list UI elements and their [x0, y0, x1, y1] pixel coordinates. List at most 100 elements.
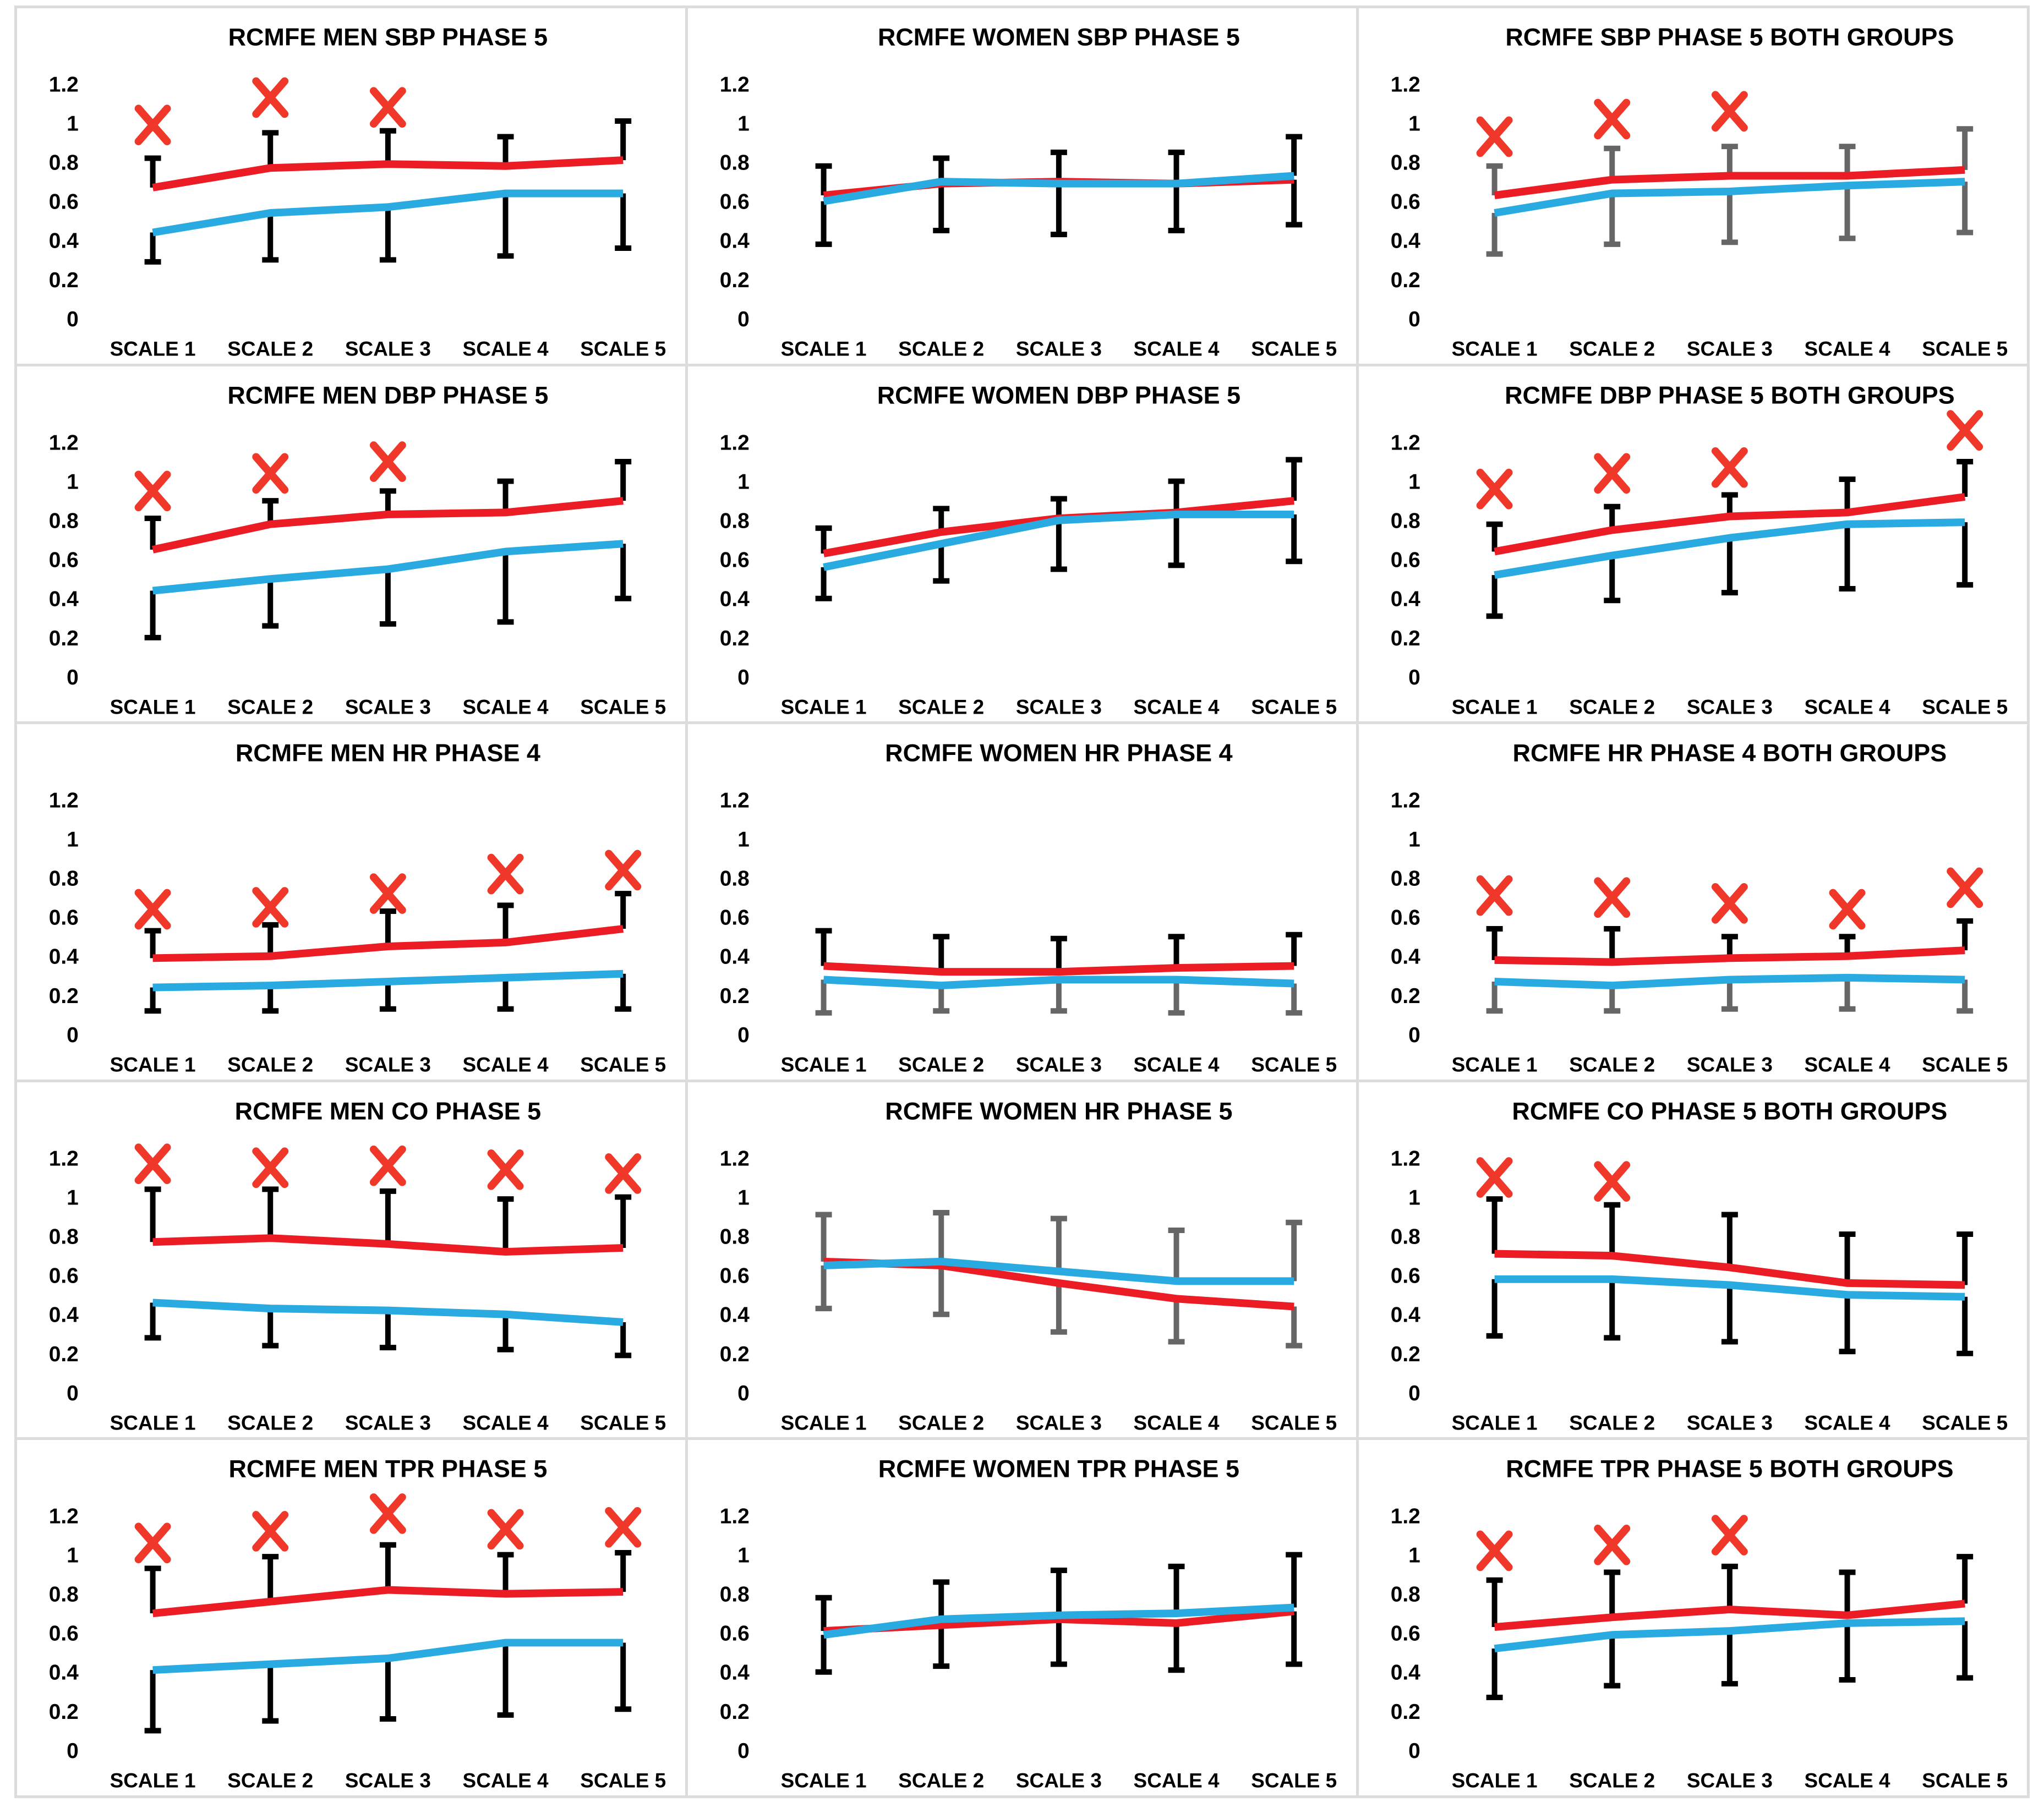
error-bar-upper [379, 908, 396, 947]
significance-x-marker [369, 87, 406, 128]
error-bar-lower [1050, 1619, 1067, 1667]
error-bar-lower [1168, 514, 1185, 568]
x-axis-label: SCALE 1 [781, 338, 867, 360]
x-axis-label: SCALE 5 [580, 1411, 666, 1434]
chart-title: RCMFE WOMEN HR PHASE 4 [885, 739, 1232, 767]
x-axis-label: SCALE 2 [898, 1770, 984, 1792]
error-bar-upper [1286, 1219, 1303, 1281]
x-axis-label: SCALE 3 [1016, 1054, 1102, 1076]
y-axis-tick: 0.8 [720, 509, 750, 533]
error-bar-upper [933, 1579, 950, 1620]
blue-series-line [152, 189, 624, 237]
blue-series-line [1494, 518, 1965, 579]
x-axis-label: SCALE 5 [580, 338, 666, 360]
y-axis-tick: 1.2 [1391, 1505, 1420, 1529]
x-axis-label: SCALE 3 [345, 338, 431, 360]
x-axis-label: SCALE 3 [345, 695, 431, 718]
error-bar-upper [1839, 1231, 1856, 1283]
significance-x-marker [134, 1143, 171, 1184]
x-axis-label: SCALE 4 [463, 1411, 549, 1434]
y-axis-tick: 0.4 [720, 1661, 750, 1685]
y-axis-tick: 0.2 [720, 984, 750, 1008]
line-chart: RCMFE WOMEN HR PHASE 5 1.2 1 0.8 0.6 0.4 0.2 0 S… [720, 1097, 1337, 1434]
chart-panel: RCMFE WOMEN DBP PHASE 5 1.2 1 0.8 0.6 0.4 0.2 0… [688, 366, 1356, 722]
significance-x-marker [1594, 98, 1631, 140]
error-bar-upper [1721, 144, 1738, 176]
y-axis-tick: 0.4 [1391, 1303, 1420, 1327]
y-axis-tick: 0 [67, 1739, 79, 1763]
error-bar-upper [1956, 1231, 1974, 1285]
x-axis-label: SCALE 4 [1134, 1770, 1220, 1792]
y-axis-tick: 0 [737, 308, 750, 331]
significance-x-marker [1476, 1157, 1513, 1198]
significance-x-marker [487, 1509, 524, 1550]
chart-title: RCMFE MEN TPR PHASE 5 [228, 1455, 547, 1483]
chart-panel: RCMFE HR PHASE 4 BOTH GROUPS 1.2 1 0.8 0.6 0.… [1359, 724, 2027, 1080]
significance-x-marker [134, 470, 171, 511]
error-bar-lower [1721, 191, 1738, 245]
error-bar-upper [615, 1194, 632, 1248]
chart-title: RCMFE MEN DBP PHASE 5 [227, 381, 548, 409]
error-bar-upper [262, 1554, 279, 1602]
line-chart: RCMFE WOMEN HR PHASE 4 1.2 1 0.8 0.6 0.4 0.2 0 S… [720, 739, 1337, 1076]
y-axis-tick: 1.2 [1391, 431, 1420, 454]
y-axis-tick: 0.8 [720, 1583, 750, 1607]
error-bar-lower [144, 232, 161, 265]
chart-panel: RCMFE MEN TPR PHASE 5 1.2 1 0.8 0.6 0.4 0.2 0 SC… [17, 1440, 685, 1795]
line-chart: RCMFE HR PHASE 4 BOTH GROUPS 1.2 1 0.8 0.6 0.… [1391, 739, 2008, 1076]
error-bar-upper [1486, 1196, 1503, 1254]
chart-title: RCMFE WOMEN TPR PHASE 5 [878, 1455, 1239, 1483]
significance-x-marker [1594, 453, 1631, 494]
y-axis-tick: 0 [1408, 665, 1420, 689]
error-bar-upper [1168, 1564, 1185, 1614]
y-axis-tick: 1.2 [49, 1147, 79, 1170]
x-axis-label: SCALE 2 [227, 695, 313, 718]
error-bar-upper [144, 1565, 161, 1614]
error-bar-upper [497, 1552, 514, 1595]
error-bar-lower [497, 978, 514, 1012]
y-axis-tick: 1.2 [720, 73, 750, 96]
error-bar-upper [815, 1212, 832, 1262]
error-bar-upper [1956, 1554, 1974, 1604]
y-axis-tick: 0.4 [720, 229, 750, 253]
y-axis-tick: 0.6 [1391, 1264, 1420, 1288]
y-axis-tick: 0.2 [49, 1343, 79, 1366]
error-bar-lower [1168, 1299, 1185, 1345]
error-bar-upper [1604, 1202, 1621, 1256]
blue-series-line [152, 539, 624, 595]
significance-x-marker [369, 1145, 406, 1186]
y-axis-tick: 0.4 [49, 1303, 79, 1327]
y-axis-tick: 1.2 [49, 431, 79, 454]
x-axis-label: SCALE 5 [1251, 1411, 1337, 1434]
line-chart: RCMFE WOMEN TPR PHASE 5 1.2 1 0.8 0.6 0.4 0.2 0… [720, 1455, 1337, 1792]
x-axis-label: SCALE 2 [1569, 338, 1655, 360]
y-axis-tick: 1.2 [720, 1147, 750, 1170]
line-chart: RCMFE MEN DBP PHASE 5 1.2 1 0.8 0.6 0.4 0.2 0 SC… [49, 381, 666, 718]
y-axis-tick: 0.2 [1391, 1700, 1420, 1724]
y-axis-tick: 1 [1408, 470, 1420, 494]
error-bar-upper [144, 1186, 161, 1242]
y-axis-tick: 1 [1408, 828, 1420, 852]
x-axis-label: SCALE 3 [1687, 1411, 1773, 1434]
chart-title: RCMFE CO PHASE 5 BOTH GROUPS [1512, 1097, 1947, 1125]
error-bar-upper [1721, 1564, 1738, 1610]
blue-series-line [823, 510, 1294, 571]
error-bar-upper [1168, 934, 1185, 968]
significance-x-marker [134, 1522, 171, 1564]
x-axis-label: SCALE 5 [1922, 338, 2008, 360]
x-axis-label: SCALE 1 [110, 1770, 196, 1792]
x-axis-label: SCALE 1 [781, 1411, 867, 1434]
x-axis-label: SCALE 4 [463, 1054, 549, 1076]
x-axis-label: SCALE 1 [1452, 1770, 1538, 1792]
y-axis-tick: 0.4 [720, 945, 750, 969]
y-axis-tick: 0.8 [49, 509, 79, 533]
error-bar-lower [1839, 524, 1856, 591]
x-axis-label: SCALE 2 [898, 1411, 984, 1434]
red-series-line [1494, 946, 1965, 966]
error-bar-lower [1486, 574, 1503, 619]
y-axis-tick: 0.2 [720, 1343, 750, 1366]
chart-panel: RCMFE SBP PHASE 5 BOTH GROUPS 1.2 1 0.8 0.6 0… [1359, 8, 2027, 364]
y-axis-tick: 0.8 [1391, 151, 1420, 175]
line-chart: RCMFE MEN HR PHASE 4 1.2 1 0.8 0.6 0.4 0.2 0 SCA… [49, 739, 666, 1076]
error-bar-lower [379, 1658, 396, 1722]
